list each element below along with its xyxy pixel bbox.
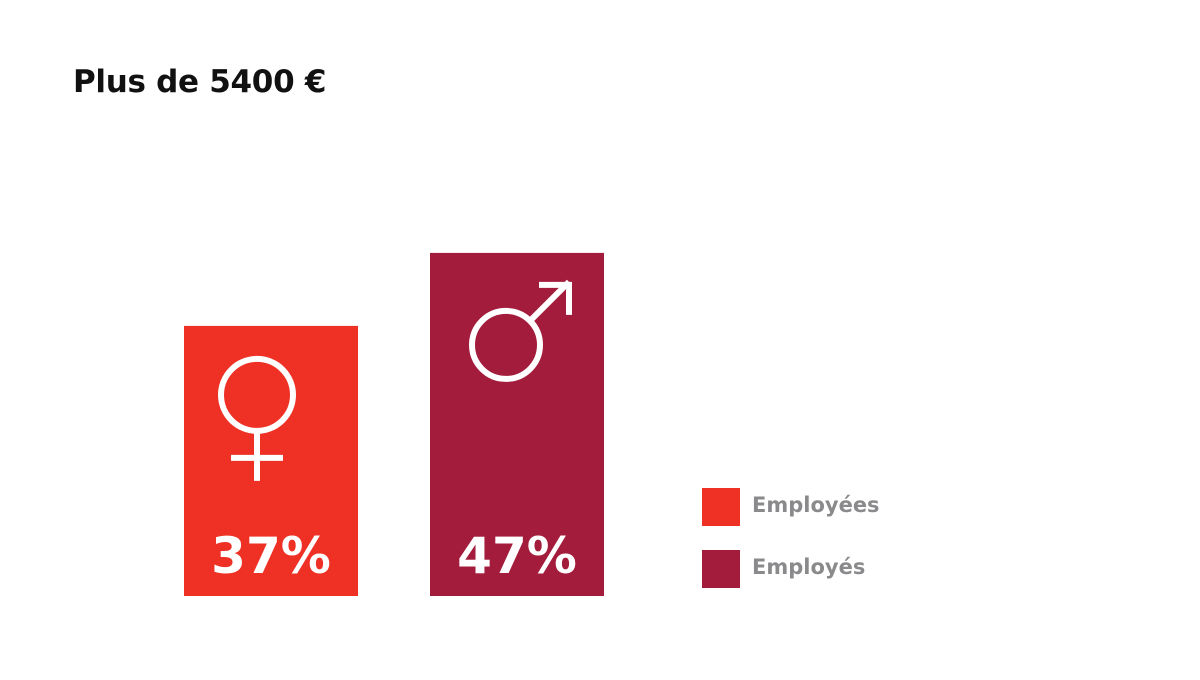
legend-label-employees-female: Employées [752, 493, 880, 517]
legend-swatch-employees-female [702, 488, 740, 526]
female-symbol-icon [218, 355, 296, 481]
bar-group-male: 47% [430, 252, 604, 596]
bar-group-female: 37% [184, 325, 358, 596]
male-symbol-icon [469, 279, 572, 382]
legend-item-employees-male: Employés [702, 550, 962, 588]
bar-female [184, 325, 358, 596]
legend-label-employees-male: Employés [752, 555, 866, 579]
legend-item-employees-female: Employées [702, 488, 962, 526]
male-symbol-shaft [527, 279, 572, 324]
male-symbol-ring [469, 307, 543, 382]
legend-swatch-employees-male [702, 550, 740, 588]
male-symbol-arrowhead [539, 281, 572, 315]
bar-value-label-male: 47% [457, 527, 577, 585]
bar-value-label-female: 37% [211, 527, 331, 585]
chart-title: Plus de 5400 € [73, 64, 327, 100]
